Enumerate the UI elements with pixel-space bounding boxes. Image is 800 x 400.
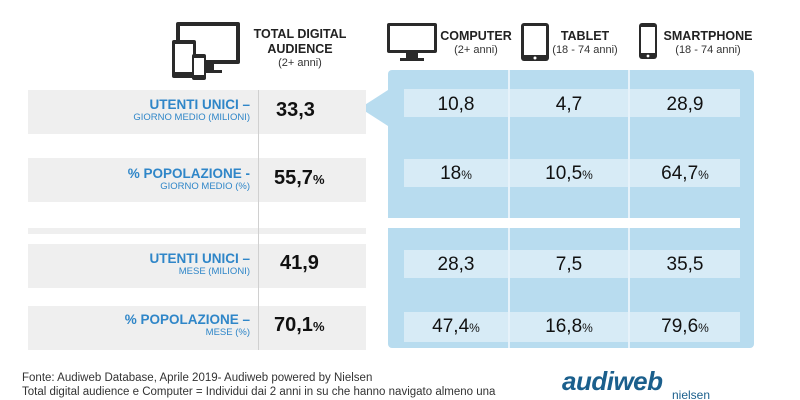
column-divider [628, 70, 630, 348]
total-value: 33,3 [276, 99, 315, 121]
smartphone-header-sub: (18 - 74 anni) [675, 44, 741, 56]
tablet-header: TABLET [560, 29, 610, 43]
panel-band-row3 [404, 250, 740, 278]
computer-monitor-icon [386, 22, 438, 62]
label-band-row2 [28, 158, 366, 202]
computer-value: 18% [440, 163, 472, 184]
label-band-row4 [28, 306, 366, 350]
audiweb-logo: audiweb nielsen [562, 366, 762, 400]
section-separator [28, 218, 740, 228]
tablet-value: 7,5 [555, 254, 583, 275]
row-label-popolazione-mese: % POPOLAZIONE – [124, 312, 250, 327]
smartphone-value: 79,6% [661, 316, 709, 337]
multi-device-icon [172, 20, 244, 84]
footer-note: Total digital audience e Computer = Indi… [22, 386, 496, 398]
column-divider [508, 70, 510, 348]
panel-band-row4 [404, 312, 740, 342]
total-value: 70,1% [274, 314, 325, 336]
smartphone-icon [638, 22, 658, 60]
smartphone-value: 64,7% [661, 163, 709, 184]
total-digital-header-line2: AUDIENCE [267, 42, 333, 56]
total-value: 41,9 [280, 252, 319, 274]
smartphone-value: 35,5 [666, 254, 704, 275]
total-value: 55,7% [274, 167, 325, 189]
smartphone-header: SMARTPHONE [663, 29, 753, 43]
computer-value: 28,3 [437, 254, 475, 275]
panel-band-row2 [404, 159, 740, 187]
total-column-divider [258, 90, 259, 350]
tablet-value: 10,5% [545, 163, 593, 184]
row-sub-utenti-mese: MESE (MILIONI) [178, 266, 250, 277]
tablet-header-sub: (18 - 74 anni) [552, 44, 618, 56]
tablet-icon [520, 22, 550, 62]
tablet-value: 16,8% [545, 316, 593, 337]
row-label-utenti-giorno: UTENTI UNICI – [149, 97, 250, 112]
computer-value: 47,4% [432, 316, 480, 337]
row-label-popolazione-giorno: % POPOLAZIONE - [127, 166, 250, 181]
label-band-row1 [28, 90, 366, 134]
total-digital-header-sub: (2+ anni) [278, 57, 322, 69]
section-separator-shade [28, 228, 366, 234]
computer-value: 10,8 [437, 94, 475, 115]
panel-band-row1 [404, 89, 740, 117]
footer-source: Fonte: Audiweb Database, Aprile 2019- Au… [22, 372, 373, 384]
row-label-utenti-mese: UTENTI UNICI – [149, 251, 250, 266]
computer-header-sub: (2+ anni) [454, 44, 498, 56]
row-sub-popolazione-mese: MESE (%) [205, 327, 250, 338]
row-sub-utenti-giorno: GIORNO MEDIO (MILIONI) [133, 112, 250, 123]
nielsen-logo-text: nielsen [672, 388, 711, 400]
computer-header: COMPUTER [440, 29, 512, 43]
tablet-value: 4,7 [555, 94, 583, 115]
label-band-row3 [28, 244, 366, 288]
total-digital-header-line1: TOTAL DIGITAL [253, 27, 347, 41]
row-sub-popolazione-giorno: GIORNO MEDIO (%) [160, 181, 250, 192]
audiweb-logo-text: audiweb [562, 366, 663, 396]
smartphone-value: 28,9 [666, 94, 704, 115]
